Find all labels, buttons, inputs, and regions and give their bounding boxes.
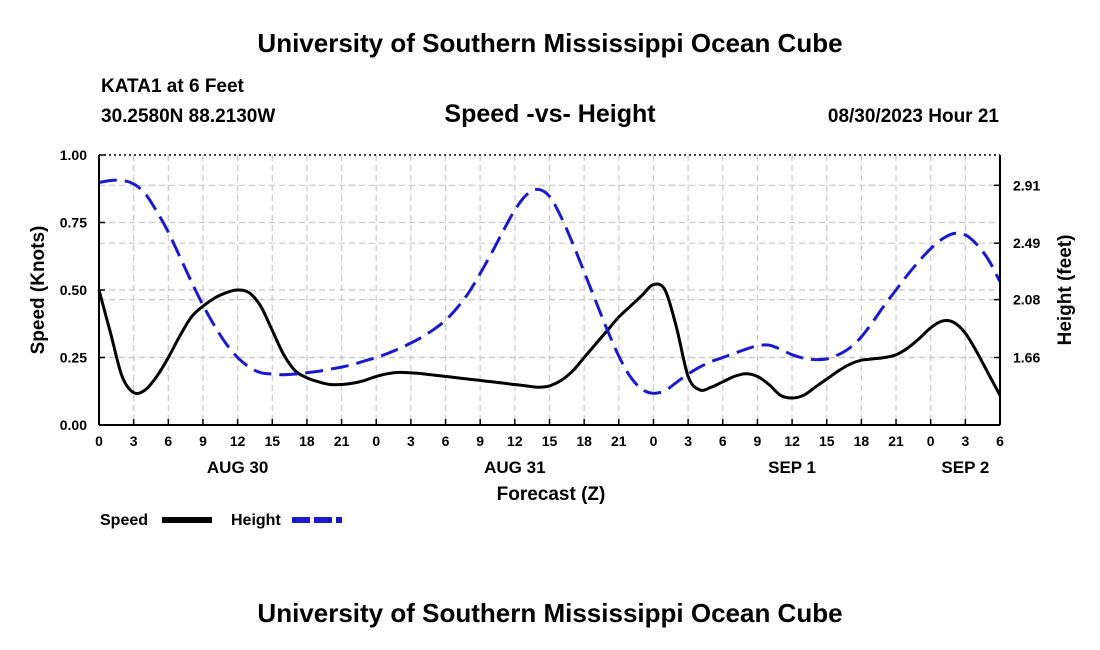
x-tick-label: 0 (927, 433, 935, 449)
y-tick-label-left: 0.50 (60, 282, 87, 298)
series-line-height (98, 178, 1002, 395)
x-tick-label: 18 (576, 433, 592, 449)
x-tick-label: 0 (372, 433, 380, 449)
x-tick-label: 18 (299, 433, 315, 449)
x-tick-label: 12 (507, 433, 523, 449)
x-date-label: SEP 2 (941, 458, 989, 477)
x-tick-label: 3 (961, 433, 969, 449)
x-tick-label: 0 (650, 433, 658, 449)
x-tick-label: 3 (407, 433, 415, 449)
x-tick-label: 12 (230, 433, 246, 449)
x-tick-label: 3 (684, 433, 692, 449)
chart-main-title: University of Southern Mississippi Ocean… (257, 28, 843, 58)
forecast-run-time: 08/30/2023 Hour 21 (827, 106, 999, 127)
chart-subtitle: Speed -vs- Height (444, 100, 656, 128)
x-tick-label: 0 (95, 433, 103, 449)
x-tick-label: 15 (542, 433, 558, 449)
axes: 0 3 6 9 12 15 18 21 0 3 6 9 12 15 18 21 0 3 6 9 12 15 18 21 0 3 6 A… (28, 147, 1076, 505)
x-tick-label: 3 (130, 433, 138, 449)
legend-label-height: Height (231, 512, 281, 529)
y-tick-label-left: 0.25 (60, 350, 87, 366)
x-date-label: SEP 1 (768, 458, 816, 477)
y-axis-title-right: Height (feet) (1055, 235, 1076, 346)
y-tick-label-right: 1.66 (1013, 350, 1040, 366)
x-tick-label: 15 (819, 433, 835, 449)
x-tick-label: 9 (476, 433, 484, 449)
legend-label-speed: Speed (100, 512, 148, 529)
x-tick-label: 12 (784, 433, 800, 449)
station-coordinates: 30.2580N 88.2130W (101, 106, 276, 127)
y-tick-label-left: 0.75 (60, 215, 87, 231)
y-tick-label-right: 2.08 (1013, 292, 1040, 308)
footer-title: University of Southern Mississippi Ocean… (257, 598, 843, 628)
station-name: KATA1 at 6 Feet (101, 76, 244, 97)
y-tick-label-left: 0.00 (60, 417, 87, 433)
x-tick-label: 6 (164, 433, 172, 449)
y-tick-label-right: 2.91 (1013, 177, 1040, 193)
x-tick-label: 18 (854, 433, 870, 449)
series-layer (97, 178, 1002, 400)
x-tick-label: 6 (442, 433, 450, 449)
y-tick-label-right: 2.49 (1013, 235, 1040, 251)
x-tick-label: 9 (199, 433, 207, 449)
x-tick-label: 6 (996, 433, 1004, 449)
x-tick-label: 21 (611, 433, 627, 449)
x-date-label: AUG 31 (484, 458, 545, 477)
x-tick-label: 21 (888, 433, 904, 449)
x-tick-label: 21 (334, 433, 350, 449)
x-tick-label: 15 (264, 433, 280, 449)
x-date-label: AUG 30 (207, 458, 268, 477)
x-tick-label: 9 (754, 433, 762, 449)
y-axis-title-left: Speed (Knots) (28, 226, 49, 355)
legend: Speed Height (100, 512, 342, 529)
y-tick-label-left: 1.00 (60, 147, 87, 163)
series-line-speed (97, 282, 1002, 400)
x-tick-label: 6 (719, 433, 727, 449)
x-axis-title: Forecast (Z) (497, 484, 606, 505)
